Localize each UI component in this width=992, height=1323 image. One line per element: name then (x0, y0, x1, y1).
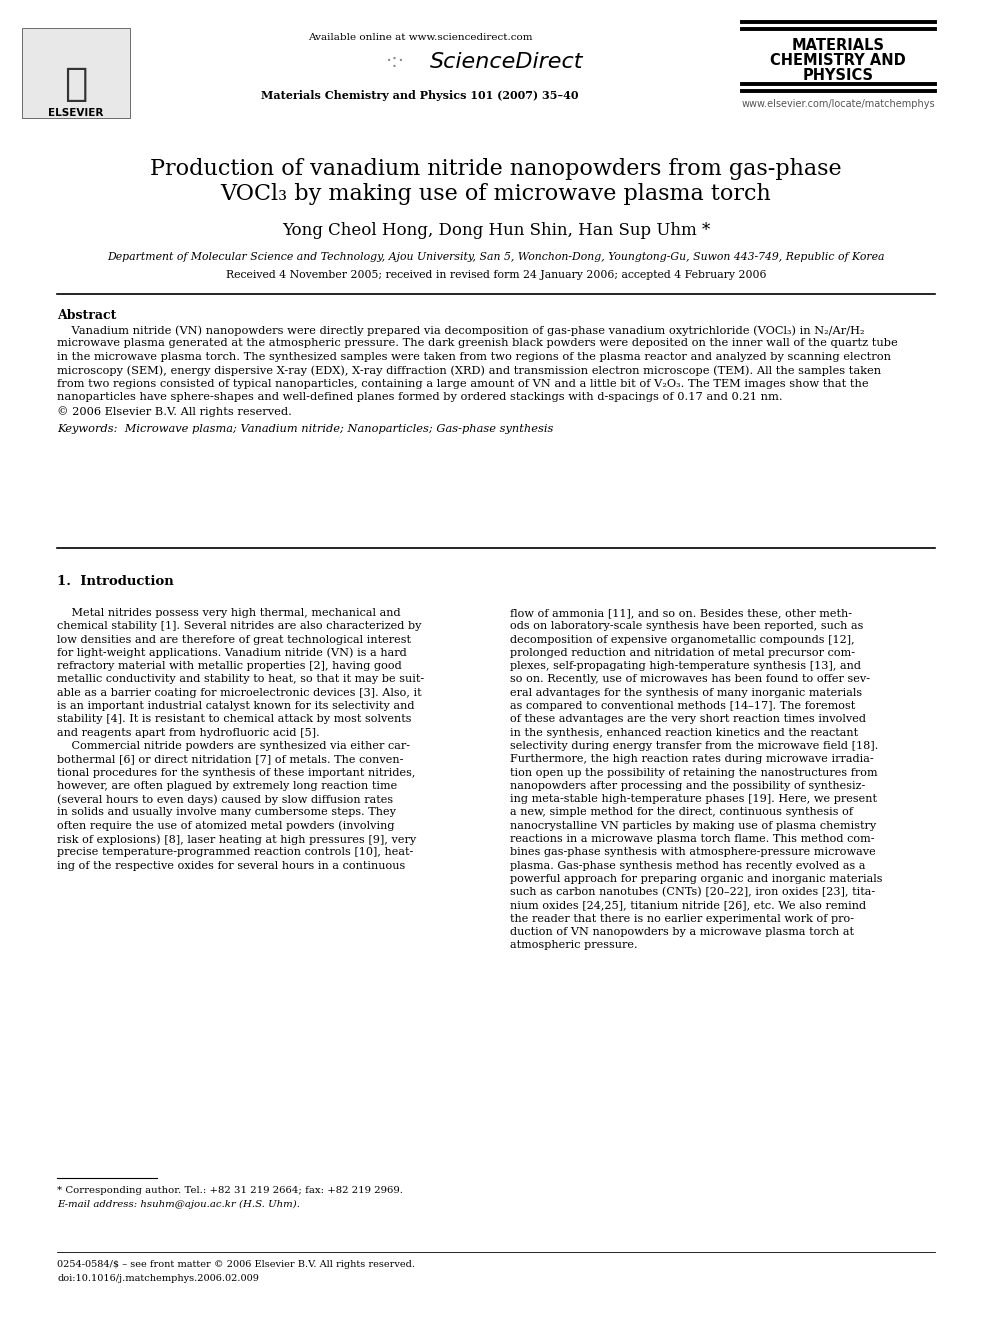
Text: atmospheric pressure.: atmospheric pressure. (510, 941, 638, 950)
Text: from two regions consisted of typical nanoparticles, containing a large amount o: from two regions consisted of typical na… (57, 378, 869, 389)
Text: often require the use of atomized metal powders (involving: often require the use of atomized metal … (57, 820, 395, 831)
Text: Keywords:  Microwave plasma; Vanadium nitride; Nanoparticles; Gas-phase synthesi: Keywords: Microwave plasma; Vanadium nit… (57, 425, 554, 434)
Text: ing meta-stable high-temperature phases [19]. Here, we present: ing meta-stable high-temperature phases … (510, 794, 877, 804)
Text: stability [4]. It is resistant to chemical attack by most solvents: stability [4]. It is resistant to chemic… (57, 714, 412, 725)
Text: a new, simple method for the direct, continuous synthesis of: a new, simple method for the direct, con… (510, 807, 853, 818)
Text: in the microwave plasma torch. The synthesized samples were taken from two regio: in the microwave plasma torch. The synth… (57, 352, 891, 363)
Text: CHEMISTRY AND: CHEMISTRY AND (770, 53, 906, 67)
Text: the reader that there is no earlier experimental work of pro-: the reader that there is no earlier expe… (510, 914, 854, 923)
Text: metallic conductivity and stability to heat, so that it may be suit-: metallic conductivity and stability to h… (57, 675, 425, 684)
Text: of these advantages are the very short reaction times involved: of these advantages are the very short r… (510, 714, 866, 725)
Text: Received 4 November 2005; received in revised form 24 January 2006; accepted 4 F: Received 4 November 2005; received in re… (226, 270, 766, 280)
Text: powerful approach for preparing organic and inorganic materials: powerful approach for preparing organic … (510, 875, 883, 884)
Text: nium oxides [24,25], titanium nitride [26], etc. We also remind: nium oxides [24,25], titanium nitride [2… (510, 901, 866, 910)
Text: Production of vanadium nitride nanopowders from gas-phase: Production of vanadium nitride nanopowde… (150, 157, 842, 180)
Text: nanopowders after processing and the possibility of synthesiz-: nanopowders after processing and the pos… (510, 781, 865, 791)
Text: Abstract: Abstract (57, 310, 116, 321)
Text: in solids and usually involve many cumbersome steps. They: in solids and usually involve many cumbe… (57, 807, 396, 818)
Text: Materials Chemistry and Physics 101 (2007) 35–40: Materials Chemistry and Physics 101 (200… (261, 90, 578, 101)
Text: risk of explosions) [8], laser heating at high pressures [9], very: risk of explosions) [8], laser heating a… (57, 833, 417, 844)
Text: so on. Recently, use of microwaves has been found to offer sev-: so on. Recently, use of microwaves has b… (510, 675, 870, 684)
Text: microscopy (SEM), energy dispersive X-ray (EDX), X-ray diffraction (XRD) and tra: microscopy (SEM), energy dispersive X-ra… (57, 365, 881, 376)
Text: decomposition of expensive organometallic compounds [12],: decomposition of expensive organometalli… (510, 635, 855, 644)
Text: for light-weight applications. Vanadium nitride (VN) is a hard: for light-weight applications. Vanadium … (57, 648, 407, 659)
Text: © 2006 Elsevier B.V. All rights reserved.: © 2006 Elsevier B.V. All rights reserved… (57, 406, 292, 417)
Text: reactions in a microwave plasma torch flame. This method com-: reactions in a microwave plasma torch fl… (510, 833, 875, 844)
Text: 1.  Introduction: 1. Introduction (57, 576, 174, 587)
Text: E-mail address: hsuhm@ajou.ac.kr (H.S. Uhm).: E-mail address: hsuhm@ajou.ac.kr (H.S. U… (57, 1200, 300, 1209)
Text: PHYSICS: PHYSICS (803, 67, 874, 83)
Text: nanocrystalline VN particles by making use of plasma chemistry: nanocrystalline VN particles by making u… (510, 820, 876, 831)
Text: Metal nitrides possess very high thermal, mechanical and: Metal nitrides possess very high thermal… (57, 609, 401, 618)
Text: 0254-0584/$ – see front matter © 2006 Elsevier B.V. All rights reserved.: 0254-0584/$ – see front matter © 2006 El… (57, 1259, 415, 1269)
Text: 🌲: 🌲 (64, 65, 87, 103)
Text: flow of ammonia [11], and so on. Besides these, other meth-: flow of ammonia [11], and so on. Besides… (510, 609, 852, 618)
Text: duction of VN nanopowders by a microwave plasma torch at: duction of VN nanopowders by a microwave… (510, 927, 854, 937)
Text: and reagents apart from hydrofluoric acid [5].: and reagents apart from hydrofluoric aci… (57, 728, 319, 738)
Text: www.elsevier.com/locate/matchemphys: www.elsevier.com/locate/matchemphys (741, 99, 934, 108)
Text: bines gas-phase synthesis with atmosphere-pressure microwave: bines gas-phase synthesis with atmospher… (510, 848, 876, 857)
Text: Yong Cheol Hong, Dong Hun Shin, Han Sup Uhm *: Yong Cheol Hong, Dong Hun Shin, Han Sup … (282, 222, 710, 239)
Text: tion open up the possibility of retaining the nanostructures from: tion open up the possibility of retainin… (510, 767, 878, 778)
Text: able as a barrier coating for microelectronic devices [3]. Also, it: able as a barrier coating for microelect… (57, 688, 422, 697)
Text: ods on laboratory-scale synthesis have been reported, such as: ods on laboratory-scale synthesis have b… (510, 622, 863, 631)
Text: * Corresponding author. Tel.: +82 31 219 2664; fax: +82 219 2969.: * Corresponding author. Tel.: +82 31 219… (57, 1185, 403, 1195)
Bar (22, 28, 130, 118)
Text: bothermal [6] or direct nitridation [7] of metals. The conven-: bothermal [6] or direct nitridation [7] … (57, 754, 404, 765)
Text: chemical stability [1]. Several nitrides are also characterized by: chemical stability [1]. Several nitrides… (57, 622, 422, 631)
Text: ·:·: ·:· (386, 52, 405, 71)
Text: VOCl₃ by making use of microwave plasma torch: VOCl₃ by making use of microwave plasma … (220, 183, 772, 205)
Text: MATERIALS: MATERIALS (792, 38, 885, 53)
Text: ScienceDirect: ScienceDirect (430, 52, 583, 71)
Text: Vanadium nitride (VN) nanopowders were directly prepared via decomposition of ga: Vanadium nitride (VN) nanopowders were d… (57, 325, 864, 336)
Text: tional procedures for the synthesis of these important nitrides,: tional procedures for the synthesis of t… (57, 767, 416, 778)
Text: such as carbon nanotubes (CNTs) [20–22], iron oxides [23], tita-: such as carbon nanotubes (CNTs) [20–22],… (510, 888, 875, 897)
Text: doi:10.1016/j.matchemphys.2006.02.009: doi:10.1016/j.matchemphys.2006.02.009 (57, 1274, 259, 1283)
Text: selectivity during energy transfer from the microwave field [18].: selectivity during energy transfer from … (510, 741, 878, 751)
Text: ELSEVIER: ELSEVIER (49, 108, 104, 118)
Text: as compared to conventional methods [14–17]. The foremost: as compared to conventional methods [14–… (510, 701, 855, 710)
Text: prolonged reduction and nitridation of metal precursor com-: prolonged reduction and nitridation of m… (510, 648, 855, 658)
Text: ing of the respective oxides for several hours in a continuous: ing of the respective oxides for several… (57, 861, 406, 871)
Text: plasma. Gas-phase synthesis method has recently evolved as a: plasma. Gas-phase synthesis method has r… (510, 861, 865, 871)
Text: Department of Molecular Science and Technology, Ajou University, San 5, Wonchon-: Department of Molecular Science and Tech… (107, 251, 885, 262)
Text: is an important industrial catalyst known for its selectivity and: is an important industrial catalyst know… (57, 701, 415, 710)
Text: refractory material with metallic properties [2], having good: refractory material with metallic proper… (57, 662, 402, 671)
Text: however, are often plagued by extremely long reaction time: however, are often plagued by extremely … (57, 781, 397, 791)
Text: plexes, self-propagating high-temperature synthesis [13], and: plexes, self-propagating high-temperatur… (510, 662, 861, 671)
Text: Commercial nitride powders are synthesized via either car-: Commercial nitride powders are synthesiz… (57, 741, 410, 751)
Text: precise temperature-programmed reaction controls [10], heat-: precise temperature-programmed reaction … (57, 848, 414, 857)
Text: eral advantages for the synthesis of many inorganic materials: eral advantages for the synthesis of man… (510, 688, 862, 697)
Text: nanoparticles have sphere-shapes and well-defined planes formed by ordered stack: nanoparticles have sphere-shapes and wel… (57, 393, 783, 402)
Text: microwave plasma generated at the atmospheric pressure. The dark greenish black : microwave plasma generated at the atmosp… (57, 339, 898, 348)
Text: Furthermore, the high reaction rates during microwave irradia-: Furthermore, the high reaction rates dur… (510, 754, 874, 765)
Text: Available online at www.sciencedirect.com: Available online at www.sciencedirect.co… (308, 33, 533, 42)
Text: low densities and are therefore of great technological interest: low densities and are therefore of great… (57, 635, 411, 644)
Text: (several hours to even days) caused by slow diffusion rates: (several hours to even days) caused by s… (57, 794, 393, 804)
Text: in the synthesis, enhanced reaction kinetics and the reactant: in the synthesis, enhanced reaction kine… (510, 728, 858, 738)
